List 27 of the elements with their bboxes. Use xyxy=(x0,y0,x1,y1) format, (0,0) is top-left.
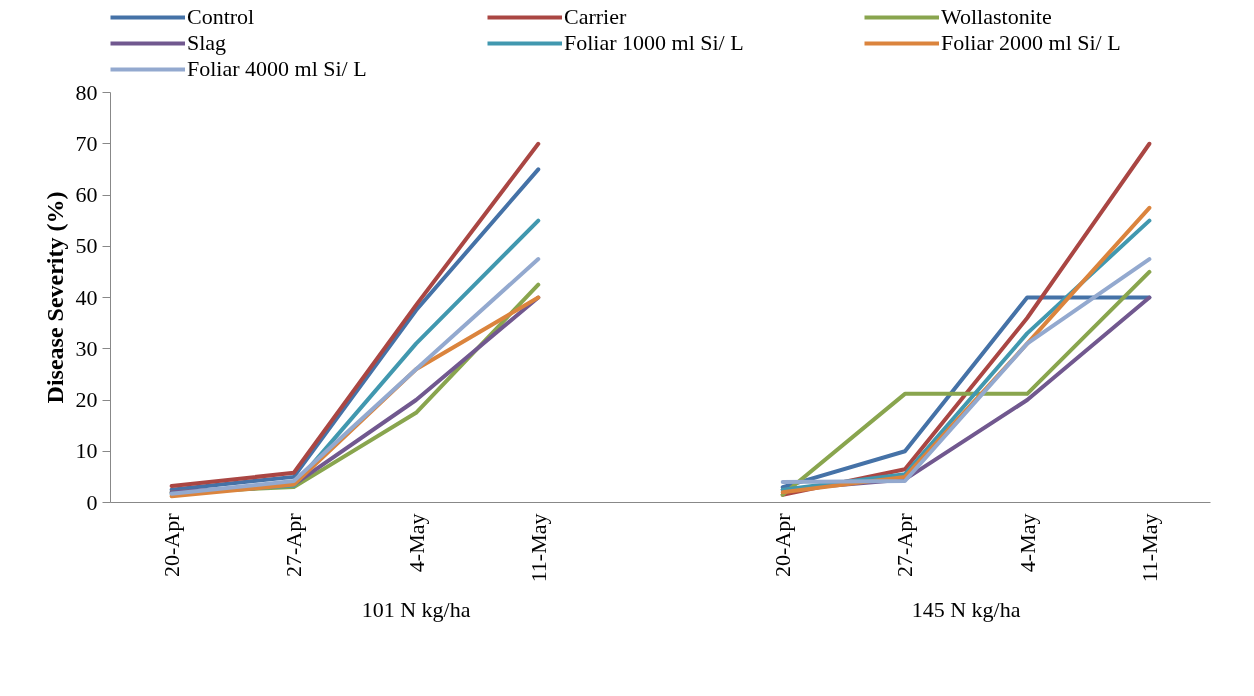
x-tick-label: 27-Apr xyxy=(281,512,307,578)
y-tick-label: 40 xyxy=(75,284,98,310)
text: 145 N kg/ha xyxy=(911,596,1021,622)
legend-label: Foliar 4000 ml Si/ L xyxy=(187,56,368,82)
x-tick-label: 11-May xyxy=(1136,513,1162,583)
y-tick-label: 10 xyxy=(75,438,98,464)
y-tick-label: 80 xyxy=(75,79,98,105)
x-tick-label: 4-May xyxy=(1014,513,1040,573)
legend-label: Foliar 1000 ml Si/ L xyxy=(564,30,745,56)
legend-label: Foliar 2000 ml Si/ L xyxy=(941,30,1122,56)
y-axis-title: Disease Severity (%) xyxy=(41,191,68,404)
x-tick-label: 27-Apr xyxy=(892,512,918,578)
y-tick-label: 50 xyxy=(75,233,98,259)
legend-label: Slag xyxy=(187,30,228,56)
legend-label: Wollastonite xyxy=(941,4,1053,30)
legend-label: Control xyxy=(187,4,256,30)
y-tick-label: 0 xyxy=(86,489,98,515)
y-tick-label: 20 xyxy=(75,387,98,412)
x-tick-label: 20-Apr xyxy=(159,512,185,578)
text: 101 N kg/ha xyxy=(361,596,471,622)
x-tick-label: 4-May xyxy=(403,513,429,573)
x-tick-label: 20-Apr xyxy=(770,512,796,578)
x-tick-label: 11-May xyxy=(525,513,551,583)
y-tick-label: 70 xyxy=(75,130,98,156)
legend-label: Carrier xyxy=(564,4,628,30)
y-tick-label: 30 xyxy=(75,335,98,361)
y-tick-label: 60 xyxy=(75,182,98,207)
